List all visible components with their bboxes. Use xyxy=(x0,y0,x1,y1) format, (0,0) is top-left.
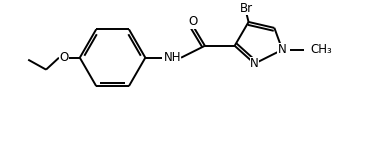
Text: CH₃: CH₃ xyxy=(310,43,332,56)
Text: NH: NH xyxy=(163,51,181,64)
Text: Br: Br xyxy=(240,2,253,15)
Text: O: O xyxy=(59,51,68,64)
Text: N: N xyxy=(250,57,259,70)
Text: O: O xyxy=(188,16,198,28)
Text: N: N xyxy=(278,43,287,56)
